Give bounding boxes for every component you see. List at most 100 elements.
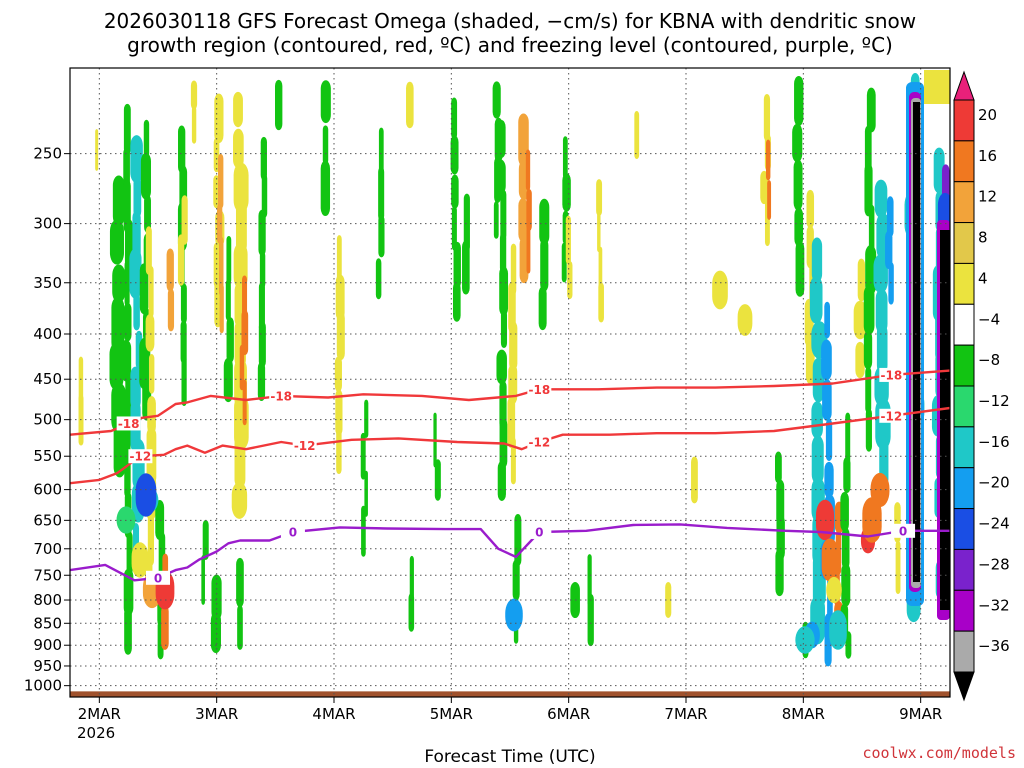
- omega-shade: [874, 179, 888, 218]
- contour-label: -18: [270, 389, 292, 403]
- omega-shade: [113, 421, 126, 478]
- omega-shade: [123, 302, 132, 342]
- omega-shade: [793, 159, 803, 211]
- omega-shade: [540, 238, 549, 292]
- colorbar-label: −36: [978, 637, 1010, 655]
- contour-label-bg: [879, 367, 904, 382]
- omega-shade: [336, 311, 345, 361]
- contour-label-bg: [146, 570, 170, 585]
- contour-label-bg: [527, 435, 552, 450]
- omega-shade: [148, 354, 155, 394]
- omega-shade: [123, 568, 134, 616]
- omega-shade: [235, 199, 247, 254]
- omega-shade: [811, 435, 824, 485]
- contour-label-bg: [116, 416, 141, 431]
- omega-shade: [219, 284, 224, 334]
- colorbar-segment: [953, 548, 975, 591]
- omega-shade: [378, 127, 384, 175]
- y-tick-label: 850: [33, 614, 62, 632]
- x-tick-label: 2MAR: [78, 705, 121, 723]
- contour-label: -12: [294, 439, 316, 453]
- omega-shade: [130, 135, 143, 184]
- omega-shade: [865, 245, 877, 295]
- omega-shade: [217, 203, 223, 244]
- y-tick-label: 1000: [24, 677, 62, 695]
- omega-shade: [139, 337, 151, 390]
- grid-lines: [70, 68, 950, 697]
- plot-area: [70, 70, 950, 697]
- colorbar-label: −8: [978, 351, 1000, 369]
- omega-shade: [519, 236, 529, 284]
- colorbar-bottom-triangle: [953, 671, 975, 702]
- omega-shade: [148, 265, 154, 318]
- omega-shade: [258, 282, 265, 333]
- omega-shade: [865, 366, 872, 414]
- colorbar-label: −4: [978, 310, 1000, 328]
- omega-shade: [795, 626, 815, 654]
- omega-shade: [336, 427, 342, 475]
- colorbar-segment: [953, 426, 975, 469]
- contour-label: -12: [880, 409, 902, 423]
- omega-shade: [775, 451, 782, 484]
- omega-shade: [822, 379, 832, 421]
- omega-shade: [526, 189, 532, 231]
- terrain-band: [70, 691, 950, 697]
- omega-shade: [406, 81, 414, 129]
- omega-shade: [322, 125, 329, 165]
- y-tick-label: 950: [33, 657, 62, 675]
- y-tick-label: 250: [33, 145, 62, 163]
- colorbar-label: −12: [978, 392, 1010, 410]
- omega-shade: [895, 540, 901, 595]
- colorbar: 20 16 12 8 4 −4 −8 −12 −16 −20 −24 −28 −32 −36: [953, 70, 1010, 702]
- omega-shade: [824, 301, 831, 339]
- omega-shade: [496, 349, 507, 385]
- omega-shade: [181, 195, 188, 245]
- omega-shade: [226, 317, 234, 363]
- omega-shade: [202, 519, 209, 561]
- omega-shade: [809, 276, 823, 324]
- omega-shade: [691, 456, 698, 504]
- omega-shade: [140, 152, 151, 200]
- omega-shade: [145, 226, 152, 275]
- omega-shade: [242, 379, 247, 426]
- contour-label: 0: [535, 525, 543, 539]
- omega-shade: [510, 437, 516, 485]
- omega-shade: [499, 380, 507, 430]
- y-tick-label: 350: [33, 274, 62, 292]
- x-axis-title: Forecast Time (UTC): [424, 747, 595, 767]
- omega-shade: [508, 364, 518, 405]
- colorbar-label: −24: [978, 515, 1010, 533]
- omega-shade: [177, 234, 185, 286]
- omega-shade: [495, 159, 506, 195]
- omega-shade: [865, 408, 872, 452]
- omega-shade: [450, 135, 459, 175]
- omega-shade: [776, 479, 785, 526]
- y-tick-label: 450: [33, 370, 62, 388]
- omega-shade: [242, 275, 248, 320]
- omega-shade: [123, 103, 131, 155]
- omega-shade: [226, 235, 232, 285]
- y-axis-pressure-ticks: 250 300 350 400 450 500 550 600 650 700 750 800 850 9…: [24, 145, 70, 695]
- omega-shade: [453, 241, 461, 289]
- omega-shade: [139, 263, 149, 315]
- omega-shade: [231, 482, 248, 519]
- colorbar-segment: [953, 589, 975, 632]
- omega-shade: [261, 173, 268, 218]
- omega-shade: [126, 531, 133, 576]
- omega-shade: [862, 497, 882, 543]
- omega-shade: [125, 373, 133, 426]
- omega-shade: [452, 281, 461, 322]
- omega-shade: [180, 283, 187, 324]
- contour-label: 0: [899, 524, 907, 538]
- chart-title-line-1: 2026030118 GFS Forecast Omega (shaded, −…: [104, 9, 916, 33]
- omega-shade: [95, 129, 99, 171]
- omega-shade: [855, 341, 865, 379]
- x-tick-label: 5MAR: [430, 705, 473, 723]
- omega-shade: [161, 605, 169, 650]
- omega-shade: [180, 320, 187, 364]
- omega-shade: [512, 559, 520, 601]
- colorbar-top-triangle: [953, 70, 975, 101]
- omega-shade: [135, 473, 157, 517]
- omega-shade: [876, 323, 888, 374]
- omega-shade: [462, 240, 470, 295]
